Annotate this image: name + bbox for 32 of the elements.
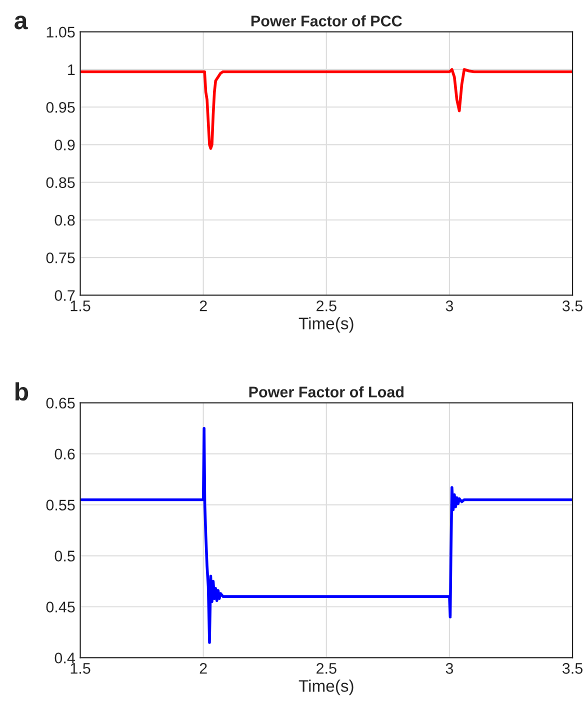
y-tick-label: 0.8 — [54, 214, 75, 226]
line-series — [80, 426, 573, 644]
y-tick-label: 1.05 — [46, 26, 75, 38]
y-tick-label: 0.85 — [46, 177, 75, 188]
y-tick-label: 0.95 — [46, 102, 75, 113]
y-tick-label: 0.65 — [46, 398, 75, 409]
chart-title: Power Factor of PCC — [251, 15, 402, 26]
text: a — [14, 16, 28, 30]
line-series — [80, 68, 573, 150]
y-tick-label: 0.5 — [54, 550, 75, 562]
x-tick-label: 2 — [200, 300, 207, 312]
y-tick-label: 1 — [68, 64, 75, 76]
x-tick-label: 3 — [446, 300, 454, 312]
text: b — [15, 382, 28, 401]
x-tick-label: 1.5 — [70, 300, 90, 312]
y-tick-label: 0.75 — [46, 252, 75, 264]
x-tick-label: 3.5 — [562, 300, 582, 312]
chart-title: Power Factor of Load — [249, 386, 404, 398]
x-tick-label: 2.5 — [316, 662, 336, 674]
x-tick-label: 2.5 — [316, 300, 336, 312]
x-axis-title: Time(s) — [298, 317, 354, 333]
x-axis-title: Time(s) — [298, 680, 354, 696]
x-tick-label: 1.5 — [70, 663, 90, 674]
y-tick-label: 0.7 — [54, 290, 75, 301]
y-tick-label: 0.55 — [46, 500, 75, 510]
y-tick-label: 0.4 — [54, 652, 75, 664]
y-tick-label: 0.6 — [54, 448, 75, 460]
y-tick-label: 0.9 — [54, 140, 75, 150]
x-tick-label: 3.5 — [562, 662, 582, 674]
y-tick-label: 0.45 — [46, 602, 75, 612]
x-tick-label: 3 — [446, 662, 454, 674]
x-tick-label: 2 — [200, 662, 207, 674]
